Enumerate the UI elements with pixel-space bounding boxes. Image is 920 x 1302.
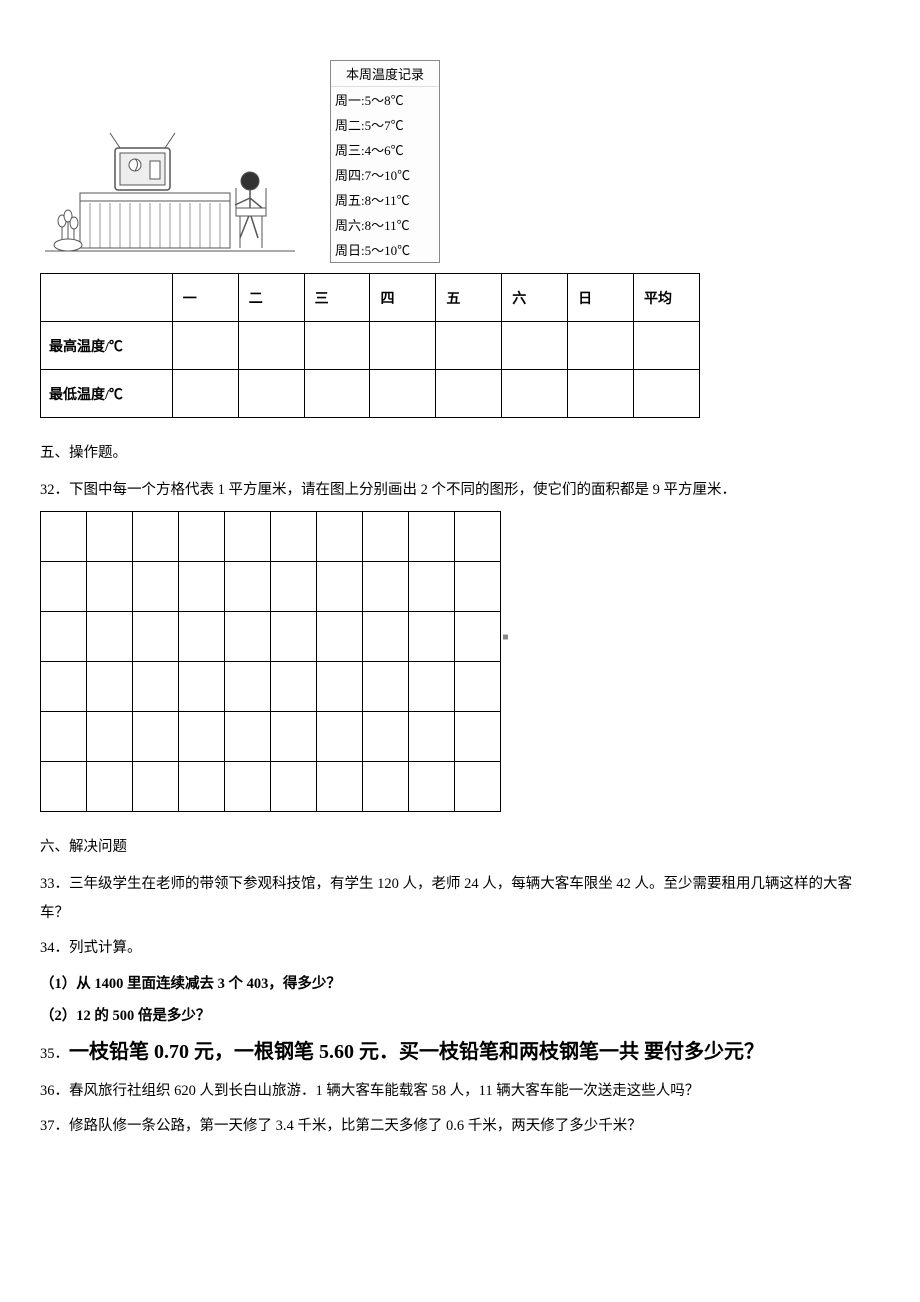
tv-illustration-svg bbox=[40, 113, 300, 263]
temp-record-row: 周六:8～11℃ bbox=[331, 212, 439, 237]
table-cell bbox=[634, 322, 700, 370]
table-row: 最高温度/℃ bbox=[41, 322, 700, 370]
question-text: 下图中每一个方格代表 1 平方厘米，请在图上分别画出 2 个不同的图形，使它们的… bbox=[69, 482, 736, 498]
table-header-cell: 四 bbox=[370, 274, 436, 322]
temperature-record-box: 本周温度记录 周一:5～8℃ 周二:5～7℃ 周三:4～6℃ 周四:7～10℃ … bbox=[330, 60, 440, 263]
temp-record-row: 周一:5～8℃ bbox=[331, 87, 439, 112]
question-35: 35．一枝铅笔 0.70 元，一根钢笔 5.60 元．买一枝铅笔和两枝钢笔一共 … bbox=[40, 1033, 880, 1071]
table-cell bbox=[436, 322, 502, 370]
grid-row bbox=[41, 562, 501, 612]
question-34-sub2: （2）12 的 500 倍是多少？ bbox=[40, 1001, 880, 1033]
grid-row bbox=[41, 662, 501, 712]
grid-row bbox=[41, 712, 501, 762]
drawing-grid bbox=[40, 511, 501, 812]
question-36: 36．春风旅行社组织 620 人到长白山旅游．1 辆大客车能载客 58 人，11… bbox=[40, 1077, 880, 1106]
grid-row bbox=[41, 762, 501, 812]
temp-record-row: 周三:4～6℃ bbox=[331, 137, 439, 162]
question-number: 33． bbox=[40, 876, 69, 892]
question-33: 33．三年级学生在老师的带领下参观科技馆，有学生 120 人，老师 24 人，每… bbox=[40, 870, 880, 928]
temp-record-row: 周五:8～11℃ bbox=[331, 187, 439, 212]
temp-record-title: 本周温度记录 bbox=[331, 61, 439, 87]
table-cell bbox=[172, 322, 238, 370]
table-cell bbox=[436, 370, 502, 418]
table-cell bbox=[172, 370, 238, 418]
temp-record-row: 周二:5～7℃ bbox=[331, 112, 439, 137]
question-text: 春风旅行社组织 620 人到长白山旅游．1 辆大客车能载客 58 人，11 辆大… bbox=[69, 1083, 699, 1099]
table-row: 一 二 三 四 五 六 日 平均 bbox=[41, 274, 700, 322]
table-cell bbox=[502, 322, 568, 370]
question-32: 32．下图中每一个方格代表 1 平方厘米，请在图上分别画出 2 个不同的图形，使… bbox=[40, 476, 880, 505]
question-37: 37．修路队修一条公路，第一天修了 3.4 千米，比第二天多修了 0.6 千米，… bbox=[40, 1112, 880, 1141]
question-text: 一枝铅笔 0.70 元，一根钢笔 5.60 元．买一枝铅笔和两枝钢笔一共 要付多… bbox=[69, 1041, 764, 1063]
question-number: 36． bbox=[40, 1083, 69, 1099]
table-cell bbox=[304, 322, 370, 370]
table-header-cell: 六 bbox=[502, 274, 568, 322]
table-cell bbox=[238, 370, 304, 418]
question-number: 35． bbox=[40, 1046, 69, 1062]
question-text: 列式计算。 bbox=[69, 940, 142, 956]
table-cell bbox=[304, 370, 370, 418]
table-cell bbox=[568, 370, 634, 418]
table-header-cell: 五 bbox=[436, 274, 502, 322]
table-row: 最低温度/℃ bbox=[41, 370, 700, 418]
section-5-header: 五、操作题。 bbox=[40, 440, 880, 466]
table-cell bbox=[238, 322, 304, 370]
table-cell bbox=[568, 322, 634, 370]
question-34: 34．列式计算。 bbox=[40, 934, 880, 963]
table-cell bbox=[41, 274, 173, 322]
grid-row bbox=[41, 512, 501, 562]
question-number: 37． bbox=[40, 1118, 69, 1134]
grid-marker bbox=[455, 612, 501, 662]
tv-illustration bbox=[40, 113, 300, 263]
table-cell bbox=[502, 370, 568, 418]
temperature-table: 一 二 三 四 五 六 日 平均 最高温度/℃ 最低温度/℃ bbox=[40, 273, 700, 418]
grid-row bbox=[41, 612, 501, 662]
table-cell bbox=[370, 370, 436, 418]
table-header-cell: 日 bbox=[568, 274, 634, 322]
table-header-cell: 一 bbox=[172, 274, 238, 322]
table-header-cell: 三 bbox=[304, 274, 370, 322]
table-row-label: 最高温度/℃ bbox=[41, 322, 173, 370]
question-text: 修路队修一条公路，第一天修了 3.4 千米，比第二天多修了 0.6 千米，两天修… bbox=[69, 1118, 642, 1134]
top-image-row: 本周温度记录 周一:5～8℃ 周二:5～7℃ 周三:4～6℃ 周四:7～10℃ … bbox=[40, 60, 880, 263]
question-text: 三年级学生在老师的带领下参观科技馆，有学生 120 人，老师 24 人，每辆大客… bbox=[40, 876, 852, 921]
table-cell bbox=[370, 322, 436, 370]
table-row-label: 最低温度/℃ bbox=[41, 370, 173, 418]
temp-record-row: 周四:7～10℃ bbox=[331, 162, 439, 187]
temp-record-row: 周日:5～10℃ bbox=[331, 237, 439, 262]
question-number: 32． bbox=[40, 482, 69, 498]
table-cell bbox=[634, 370, 700, 418]
table-header-cell: 二 bbox=[238, 274, 304, 322]
question-number: 34． bbox=[40, 940, 69, 956]
section-6-header: 六、解决问题 bbox=[40, 834, 880, 860]
table-header-cell: 平均 bbox=[634, 274, 700, 322]
question-34-sub1: （1）从 1400 里面连续减去 3 个 403，得多少？ bbox=[40, 969, 880, 1001]
